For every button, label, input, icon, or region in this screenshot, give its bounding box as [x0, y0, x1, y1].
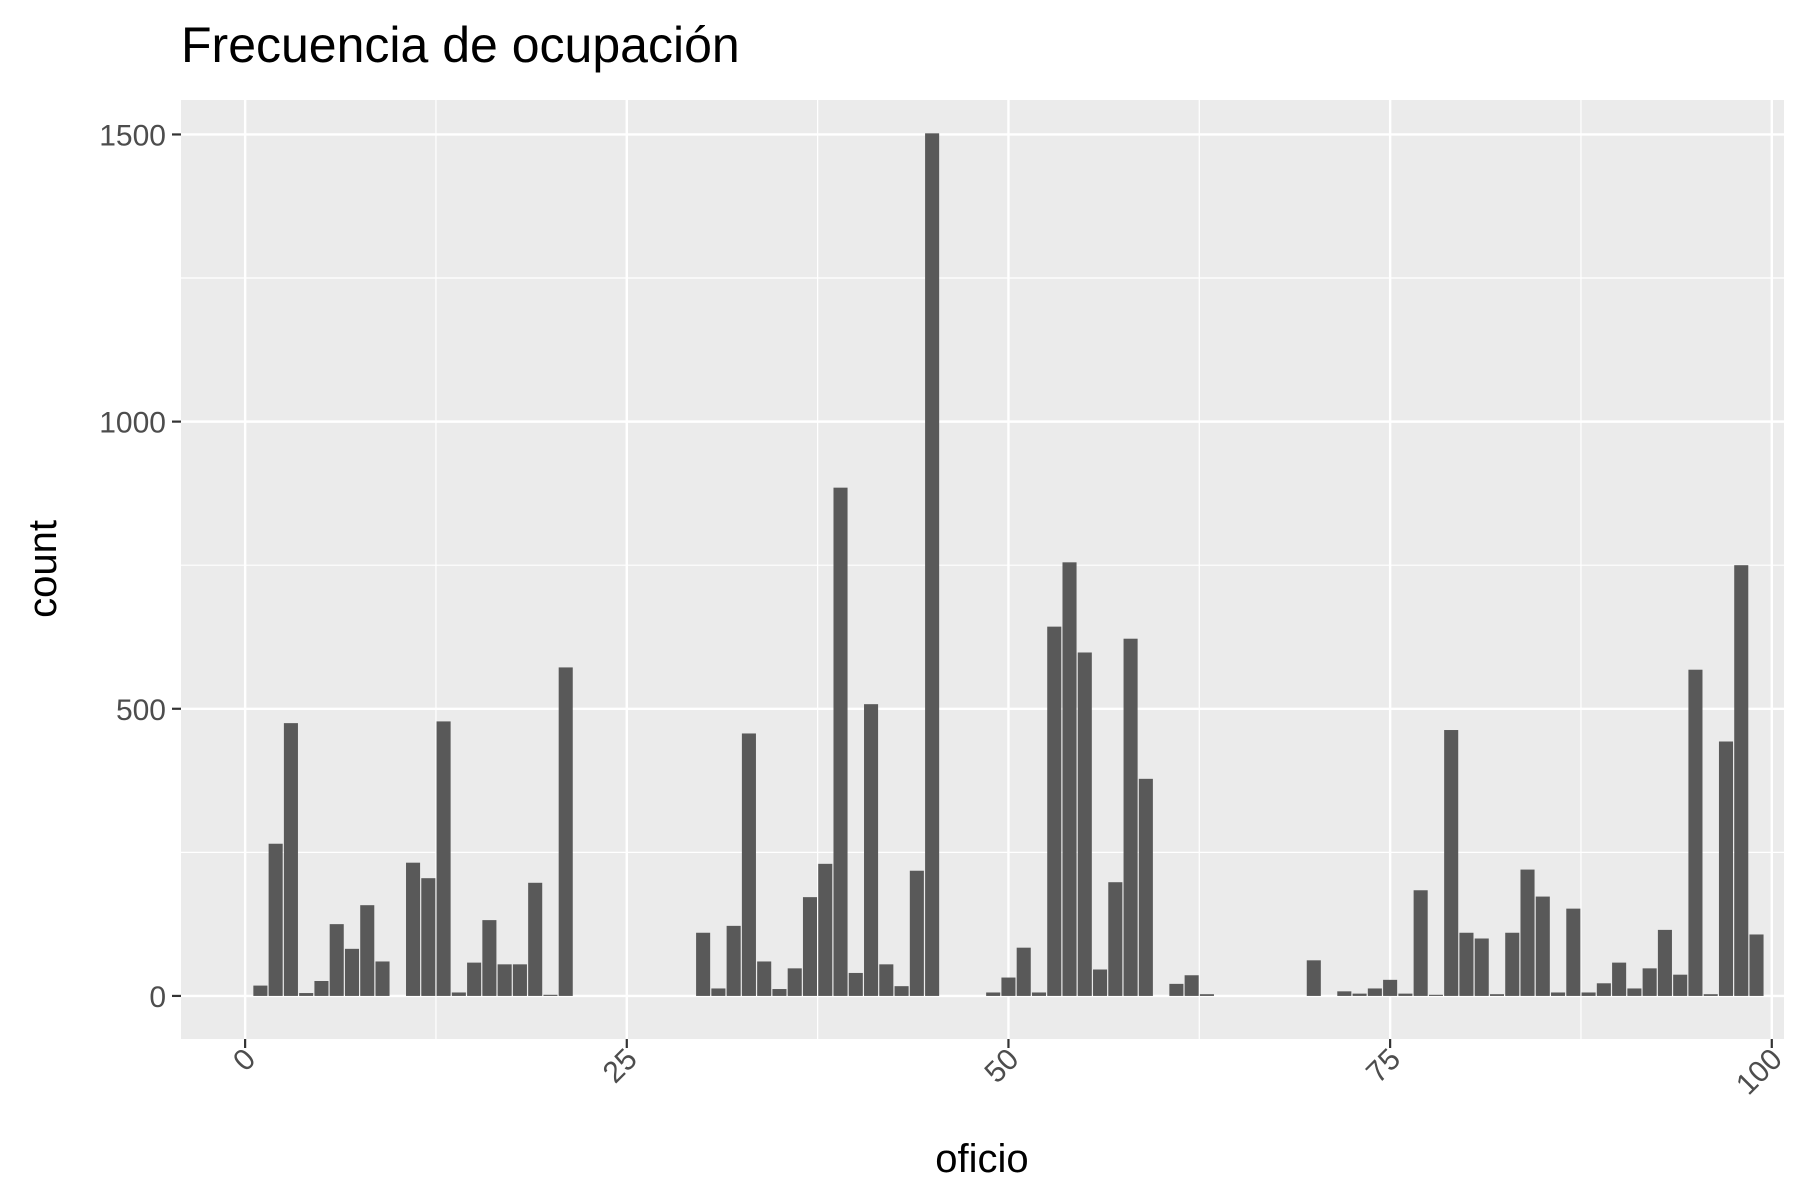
- bar: [1398, 993, 1413, 996]
- bar: [711, 988, 726, 996]
- bar: [986, 992, 1001, 996]
- bar: [894, 986, 909, 996]
- bar: [1535, 896, 1550, 996]
- bar: [1352, 993, 1367, 996]
- bar: [833, 487, 848, 996]
- x-tick-label: 50: [978, 1043, 1025, 1090]
- bar: [329, 924, 344, 996]
- bar: [253, 985, 268, 996]
- bar: [406, 862, 421, 996]
- bar: [344, 948, 360, 996]
- bar: [421, 878, 436, 996]
- y-tick-label: 1000: [99, 407, 166, 440]
- y-axis: 0 500 1000 1500: [99, 119, 181, 1014]
- bar: [1688, 669, 1703, 996]
- bar: [451, 992, 466, 996]
- bar: [772, 989, 787, 996]
- bar: [558, 667, 573, 996]
- bar: [1642, 968, 1657, 996]
- bar: [1138, 778, 1153, 996]
- bar: [497, 964, 512, 996]
- bar: [543, 994, 558, 996]
- bar: [1108, 882, 1123, 996]
- y-tick-label: 0: [149, 981, 166, 1014]
- bar: [1184, 975, 1199, 996]
- bar: [818, 863, 833, 996]
- bar: [1718, 741, 1734, 996]
- bar: [1566, 908, 1581, 996]
- bar: [757, 961, 772, 996]
- bar: [1031, 992, 1047, 996]
- bar: [1383, 979, 1398, 996]
- x-axis: 0 25 50 75 100: [227, 1039, 1789, 1101]
- bar: [802, 897, 818, 996]
- bar: [848, 972, 863, 996]
- bar: [1703, 994, 1718, 996]
- y-tick-label: 500: [116, 694, 166, 727]
- bar: [1001, 977, 1016, 996]
- bar: [1047, 626, 1062, 996]
- bar: [1337, 991, 1352, 996]
- bar: [1734, 565, 1749, 996]
- bar: [375, 961, 390, 996]
- bar: [283, 723, 298, 996]
- bar: [436, 721, 451, 996]
- x-axis-title: oficio: [935, 1137, 1028, 1181]
- bar: [1581, 992, 1596, 996]
- bar: [360, 905, 375, 996]
- bar: [925, 133, 940, 996]
- x-tick-label: 100: [1730, 1043, 1789, 1102]
- chart-title: Frecuencia de ocupación: [181, 17, 740, 73]
- y-axis-title: count: [21, 520, 65, 618]
- bar: [268, 843, 283, 996]
- x-tick-label: 25: [597, 1043, 644, 1090]
- bar: [1627, 988, 1642, 996]
- bar: [741, 733, 756, 996]
- bar: [1551, 992, 1566, 996]
- bar: [1077, 652, 1092, 996]
- bar: [696, 932, 711, 996]
- bar: [1062, 562, 1077, 996]
- bar: [1489, 994, 1505, 996]
- bar: [1199, 994, 1214, 996]
- bar: [1123, 638, 1138, 996]
- bar: [299, 993, 314, 996]
- bar: [1596, 983, 1611, 996]
- bars: [253, 133, 1764, 996]
- bar: [1520, 869, 1535, 996]
- bar: [864, 704, 879, 996]
- bar: [1169, 983, 1184, 996]
- bar: [1612, 962, 1627, 996]
- bar: [467, 962, 482, 996]
- bar: [1093, 969, 1108, 996]
- bar: [528, 882, 543, 996]
- bar: [1413, 890, 1428, 996]
- x-tick-label: 75: [1360, 1043, 1407, 1090]
- bar: [1673, 974, 1688, 996]
- bar: [1444, 730, 1459, 996]
- bar: [787, 968, 802, 996]
- bar: [512, 964, 527, 996]
- bar: [726, 925, 741, 996]
- bar: [909, 870, 924, 996]
- bar: [1367, 988, 1382, 996]
- bar: [482, 920, 497, 996]
- bar: [1474, 938, 1489, 996]
- bar: [1306, 960, 1321, 996]
- y-tick-label: 1500: [99, 119, 166, 152]
- bar: [879, 964, 894, 996]
- bar: [1657, 929, 1672, 996]
- bar: [1505, 932, 1520, 996]
- bar: [314, 980, 329, 996]
- bar: [1749, 934, 1764, 996]
- bar: [1459, 932, 1474, 996]
- bar: [1428, 994, 1443, 996]
- bar: [1016, 947, 1031, 996]
